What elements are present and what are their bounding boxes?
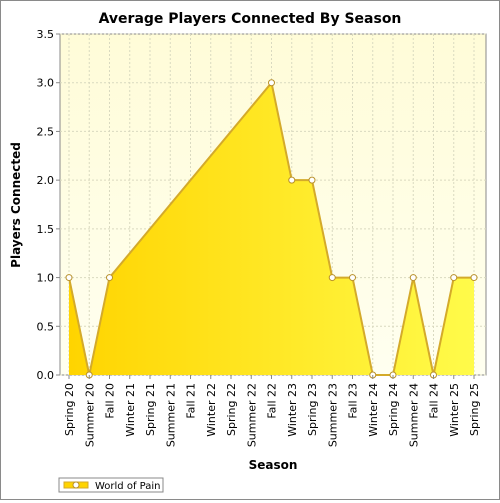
x-tick-label: Spring 21 — [144, 383, 157, 436]
y-tick-label: 1.0 — [37, 272, 55, 285]
data-point — [409, 274, 417, 282]
x-axis: Spring 20 Summer 20 Fall 20 Winter 21 Spring… — [63, 375, 481, 447]
y-tick-label: 1.5 — [37, 223, 55, 236]
x-tick-label: Fall 20 — [104, 383, 117, 419]
legend: World of Pain — [58, 477, 164, 493]
series-line — [68, 80, 474, 376]
x-tick-label: Fall 21 — [185, 383, 198, 419]
data-point — [268, 79, 275, 87]
x-tick-label: Winter 21 — [124, 383, 137, 437]
x-tick-label: Summer 24 — [407, 383, 420, 447]
y-tick-label: 0.0 — [37, 369, 55, 382]
x-tick-label: Summer 21 — [164, 383, 177, 447]
x-axis-label: Season — [249, 458, 298, 472]
y-tick-label: 3.5 — [37, 28, 55, 41]
y-axis-label: Players Connected — [9, 142, 23, 268]
legend-label: World of Pain — [95, 481, 160, 492]
data-point — [308, 176, 316, 184]
x-tick-label: Winter 23 — [286, 383, 299, 437]
x-tick-label: Spring 22 — [225, 383, 238, 436]
chart-title: Average Players Connected By Season — [99, 11, 402, 27]
x-tick-label: Spring 25 — [468, 383, 481, 436]
data-point — [288, 176, 296, 184]
series-area — [69, 82, 474, 375]
x-tick-label: Fall 23 — [347, 383, 360, 419]
y-axis: 0.0 0.5 1.0 1.5 2.0 2.5 3.0 3.5 — [37, 28, 60, 382]
x-tick-label: Winter 22 — [205, 383, 218, 437]
data-point — [106, 274, 113, 282]
x-tick-label: Winter 25 — [448, 383, 461, 437]
x-tick-label: Spring 24 — [387, 383, 400, 436]
y-tick-label: 2.5 — [37, 125, 55, 138]
x-tick-label: Spring 20 — [63, 383, 76, 436]
data-point — [470, 274, 478, 282]
data-point — [328, 274, 336, 282]
x-tick-label: Winter 24 — [367, 383, 380, 437]
y-tick-label: 0.5 — [37, 320, 55, 333]
area-layer — [68, 80, 474, 376]
x-tick-label: Fall 24 — [428, 383, 441, 419]
y-tick-label: 3.0 — [37, 77, 55, 90]
data-point — [349, 274, 356, 282]
legend-marker — [72, 481, 80, 489]
y-tick-label: 2.0 — [37, 174, 55, 187]
data-point — [450, 274, 458, 282]
data-point — [65, 274, 73, 282]
x-tick-label: Spring 23 — [306, 383, 319, 436]
x-tick-label: Summer 22 — [245, 383, 258, 447]
x-tick-label: Summer 23 — [326, 383, 339, 447]
x-tick-label: Summer 20 — [83, 383, 96, 447]
x-tick-label: Fall 22 — [266, 383, 279, 419]
